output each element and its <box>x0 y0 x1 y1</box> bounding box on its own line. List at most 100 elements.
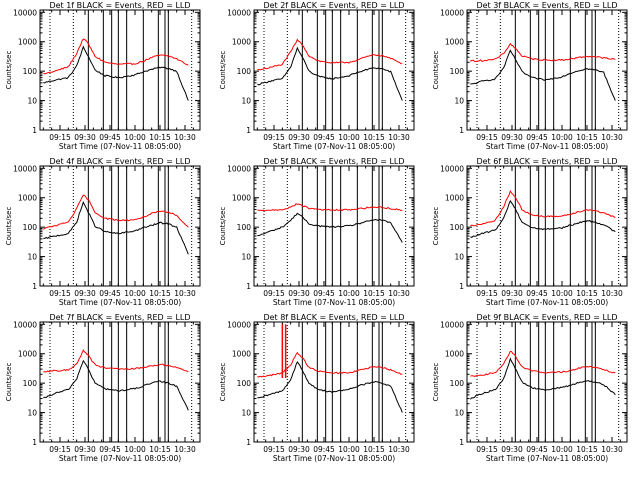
series-line-lld <box>470 42 616 63</box>
plot-frame <box>466 165 628 287</box>
series-line-events <box>470 49 616 101</box>
x-tick-label: 10:15 <box>363 445 385 454</box>
y-tick-label: 10 <box>241 253 251 262</box>
x-tick-label: 09:15 <box>49 289 71 298</box>
y-tick-label: 10000 <box>13 320 37 329</box>
plot-frame <box>39 9 201 131</box>
chart-title: Det 9f BLACK = Events, RED = LLD <box>476 313 617 322</box>
x-axis-label: Start Time (07-Nov-11 08:05:00) <box>59 454 181 463</box>
x-tick-label: 10:00 <box>124 289 146 298</box>
y-tick-label: 1000 <box>445 38 464 47</box>
x-axis-label: Start Time (07-Nov-11 08:05:00) <box>59 142 181 151</box>
x-tick-label: 10:30 <box>601 133 623 142</box>
x-tick-label: 10:00 <box>551 445 573 454</box>
x-tick-label: 09:45 <box>526 133 548 142</box>
plot-frame <box>253 321 415 443</box>
x-tick-label: 09:30 <box>288 133 310 142</box>
chart-title: Det 8f BLACK = Events, RED = LLD <box>263 313 404 322</box>
chart-panel-1: Det 1f BLACK = Events, RED = LLD 1 10 100 10… <box>5 1 201 151</box>
y-tick-label: 1 <box>32 126 37 135</box>
x-tick-label: 10:30 <box>388 133 410 142</box>
chart-panel-5: Det 5f BLACK = Events, RED = LLD 1 10 100 10… <box>219 157 415 307</box>
x-tick-label: 09:30 <box>501 289 523 298</box>
y-tick-label: 1 <box>459 438 464 447</box>
series-line-lld <box>43 38 189 75</box>
y-tick-label: 10 <box>241 97 251 106</box>
series-line-events <box>470 199 616 238</box>
y-tick-label: 1000 <box>445 350 464 359</box>
y-tick-label: 100 <box>237 223 252 232</box>
series-line-events <box>257 212 403 243</box>
x-tick-label: 10:00 <box>551 289 573 298</box>
chart-title: Det 2f BLACK = Events, RED = LLD <box>263 1 404 10</box>
y-tick-label: 1 <box>459 282 464 291</box>
chart-panel-8: Det 8f BLACK = Events, RED = LLD 1 10 100 10… <box>219 313 415 463</box>
y-tick-label: 1 <box>246 126 251 135</box>
chart-panel-6: Det 6f BLACK = Events, RED = LLD 1 10 100 10… <box>432 157 628 307</box>
y-tick-label: 100 <box>237 379 252 388</box>
x-tick-label: 10:15 <box>576 289 598 298</box>
x-tick-label: 10:15 <box>363 289 385 298</box>
y-tick-label: 1000 <box>232 194 251 203</box>
plot-frame <box>466 321 628 443</box>
plot-frame <box>253 165 415 287</box>
x-tick-label: 10:15 <box>149 289 171 298</box>
y-axis-label: Counts/sec <box>432 51 440 90</box>
x-tick-label: 09:30 <box>74 445 96 454</box>
chart-panel-2: Det 2f BLACK = Events, RED = LLD 1 10 100 10… <box>219 1 415 151</box>
x-tick-label: 10:30 <box>388 445 410 454</box>
x-tick-label: 10:30 <box>174 289 196 298</box>
series-line-lld <box>257 203 403 212</box>
x-tick-label: 09:15 <box>49 445 71 454</box>
y-tick-label: 10000 <box>440 164 464 173</box>
series-line-events <box>257 46 403 101</box>
x-tick-label: 10:15 <box>363 133 385 142</box>
x-tick-label: 09:30 <box>288 289 310 298</box>
chart-panel-7: Det 7f BLACK = Events, RED = LLD 1 10 100 10… <box>5 313 201 463</box>
x-tick-label: 09:15 <box>263 289 285 298</box>
y-tick-label: 1 <box>32 282 37 291</box>
y-tick-label: 10 <box>454 409 464 418</box>
y-tick-label: 10000 <box>13 8 37 17</box>
y-tick-label: 1000 <box>18 350 37 359</box>
x-tick-label: 09:45 <box>313 445 335 454</box>
x-tick-label: 10:15 <box>149 445 171 454</box>
x-tick-label: 09:45 <box>99 133 121 142</box>
y-axis-label: Counts/sec <box>219 51 227 90</box>
x-tick-label: 10:15 <box>576 445 598 454</box>
y-tick-label: 1 <box>459 126 464 135</box>
y-axis-label: Counts/sec <box>432 363 440 402</box>
y-axis-label: Counts/sec <box>5 207 13 246</box>
y-tick-label: 1 <box>32 438 37 447</box>
y-tick-label: 100 <box>450 379 465 388</box>
y-tick-label: 1000 <box>18 194 37 203</box>
plot-frame <box>253 9 415 131</box>
y-tick-label: 10 <box>241 409 251 418</box>
x-tick-label: 09:45 <box>313 289 335 298</box>
x-axis-label: Start Time (07-Nov-11 08:05:00) <box>273 298 395 307</box>
chart-title: Det 5f BLACK = Events, RED = LLD <box>263 157 404 166</box>
x-tick-label: 10:00 <box>124 133 146 142</box>
series-line-lld <box>470 189 616 227</box>
x-tick-label: 10:30 <box>388 289 410 298</box>
chart-title: Det 7f BLACK = Events, RED = LLD <box>49 313 190 322</box>
chart-panel-9: Det 9f BLACK = Events, RED = LLD 1 10 100 10… <box>432 313 628 463</box>
y-tick-label: 10000 <box>227 320 251 329</box>
y-tick-label: 1000 <box>18 38 37 47</box>
x-tick-label: 09:30 <box>501 133 523 142</box>
y-tick-label: 10000 <box>13 164 37 173</box>
y-tick-label: 10000 <box>227 164 251 173</box>
x-tick-label: 10:15 <box>149 133 171 142</box>
chart-title: Det 3f BLACK = Events, RED = LLD <box>476 1 617 10</box>
x-axis-label: Start Time (07-Nov-11 08:05:00) <box>273 454 395 463</box>
series-line-lld <box>257 351 403 378</box>
x-axis-label: Start Time (07-Nov-11 08:05:00) <box>486 454 608 463</box>
plot-frame <box>39 321 201 443</box>
series-line-events <box>43 359 189 411</box>
plot-frame <box>39 165 201 287</box>
y-tick-label: 10000 <box>227 8 251 17</box>
y-tick-label: 100 <box>23 67 38 76</box>
x-tick-label: 09:45 <box>313 133 335 142</box>
y-axis-label: Counts/sec <box>219 363 227 402</box>
series-line-events <box>43 200 189 255</box>
